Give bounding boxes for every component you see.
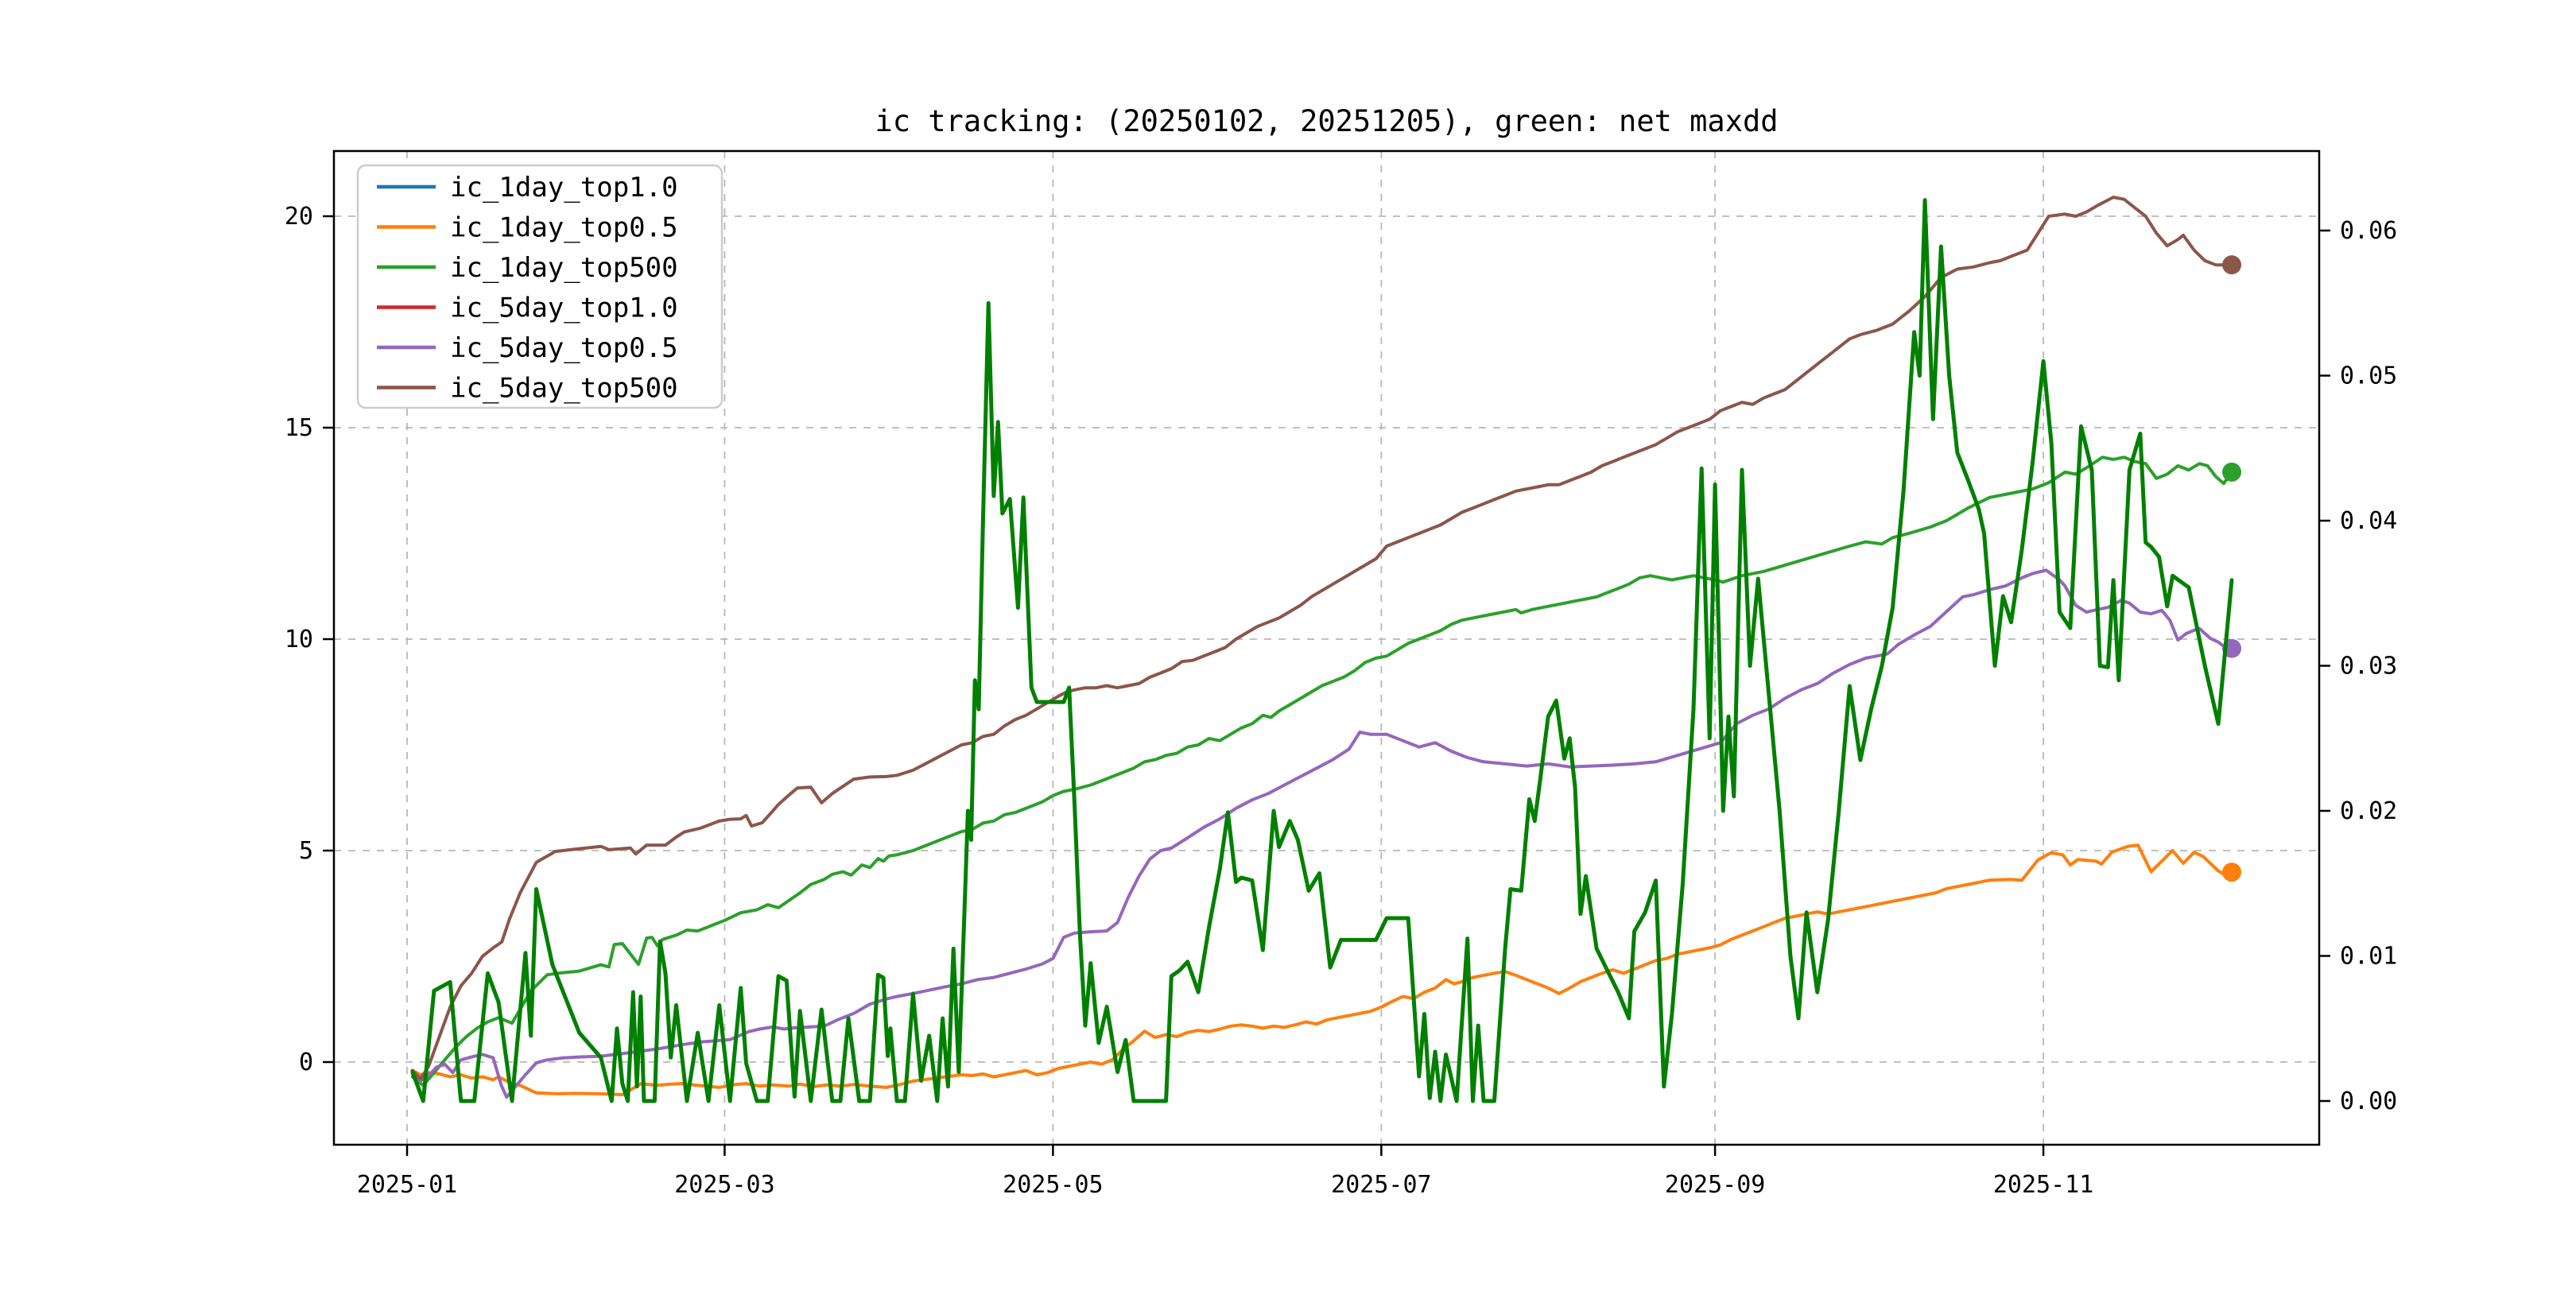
right-tick-label: 0.00 — [2340, 1087, 2397, 1115]
legend-label: ic_5day_top1.0 — [450, 293, 678, 324]
legend-label: ic_5day_top500 — [450, 373, 678, 405]
right-tick-label: 0.01 — [2340, 943, 2397, 971]
series-end-dot — [2222, 462, 2242, 482]
legend-label: ic_1day_top500 — [450, 252, 678, 284]
left-tick-label: 20 — [285, 203, 313, 231]
series-end-dot — [2222, 255, 2242, 275]
legend-label: ic_5day_top0.5 — [450, 332, 678, 364]
series-line-ic-5day-top500 — [410, 196, 2233, 1081]
right-tick-label: 0.05 — [2340, 362, 2397, 390]
right-tick-label: 0.04 — [2340, 507, 2397, 535]
left-tick-label: 15 — [285, 414, 313, 442]
right-tick-label: 0.06 — [2340, 217, 2397, 245]
legend-label: ic_1day_top1.0 — [450, 172, 678, 204]
x-tick-label: 2025-03 — [674, 1171, 774, 1199]
chart-title: ic tracking: (20250102, 20251205), green… — [875, 104, 1778, 138]
x-tick-label: 2025-11 — [1993, 1171, 2093, 1199]
right-tick-label: 0.03 — [2340, 653, 2397, 680]
series-line-net-maxdd — [410, 198, 2234, 1103]
series-end-dot — [2222, 863, 2242, 882]
right-tick-label: 0.02 — [2340, 797, 2397, 825]
left-tick-label: 0 — [299, 1049, 313, 1076]
series-line-ic-1day-top500 — [410, 456, 2233, 1087]
left-tick-label: 5 — [299, 837, 313, 865]
legend-box — [356, 164, 724, 409]
legend-label: ic_1day_top0.5 — [450, 212, 678, 244]
x-tick-label: 2025-07 — [1331, 1171, 1431, 1199]
x-tick-label: 2025-01 — [357, 1171, 457, 1199]
left-tick-label: 10 — [285, 626, 313, 653]
series-line-ic-1day-top0-5 — [410, 843, 2233, 1096]
x-tick-label: 2025-09 — [1665, 1171, 1765, 1199]
axes-spines — [332, 149, 2321, 1146]
x-tick-label: 2025-05 — [1003, 1171, 1103, 1199]
